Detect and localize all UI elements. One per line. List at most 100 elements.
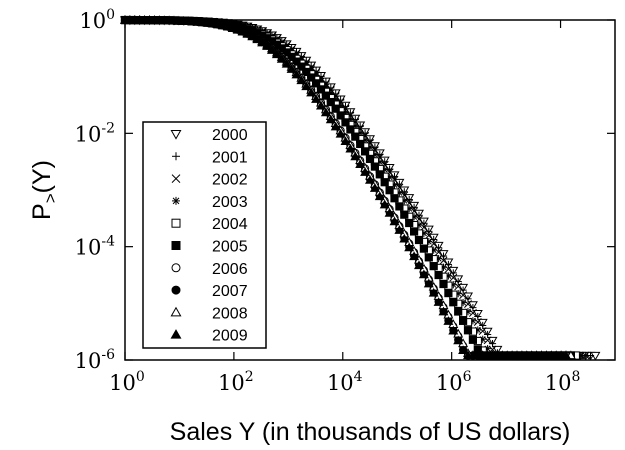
data-point-2005 bbox=[459, 316, 468, 325]
data-point-2001 bbox=[405, 195, 413, 204]
data-point-2009-shape bbox=[320, 107, 331, 117]
data-point-2005 bbox=[312, 79, 321, 88]
legend-marker-2007-shape bbox=[171, 285, 181, 295]
data-point-2009-shape bbox=[418, 269, 429, 279]
legend: 2000 2001 2002 2003 2004 2005 2006 2007 2008 2009 bbox=[142, 121, 267, 349]
data-point-2009-shape bbox=[237, 26, 248, 36]
data-point-2009-shape bbox=[448, 325, 459, 335]
x-tick-label-6: 106 bbox=[436, 369, 472, 395]
legend-marker-2004 bbox=[171, 218, 181, 228]
data-point-2009 bbox=[374, 191, 385, 201]
data-point-2002 bbox=[459, 291, 468, 300]
data-point-2009 bbox=[325, 114, 336, 124]
data-point-2002-d2 bbox=[473, 318, 482, 326]
data-point-2009 bbox=[369, 183, 380, 192]
data-point-2005 bbox=[419, 244, 428, 253]
data-point-2009 bbox=[364, 175, 376, 184]
data-point-2005 bbox=[424, 253, 433, 262]
data-point-2009-shape bbox=[296, 75, 307, 85]
data-point-2005-shape bbox=[307, 73, 316, 82]
data-point-2009-shape bbox=[438, 306, 449, 316]
data-point-2009 bbox=[360, 167, 371, 176]
data-point-2005 bbox=[341, 118, 350, 127]
data-point-2009-shape bbox=[291, 69, 302, 79]
legend-marker-2009-shape bbox=[170, 329, 182, 339]
data-point-2001 bbox=[420, 219, 428, 227]
legend-marker-2003-d2 bbox=[172, 197, 180, 205]
data-point-2005 bbox=[282, 48, 291, 57]
data-point-2009-shape bbox=[360, 167, 371, 176]
data-point-2005-shape bbox=[292, 57, 301, 66]
data-point-2009-shape bbox=[257, 37, 268, 47]
plot-frame bbox=[124, 19, 616, 361]
data-point-2005 bbox=[439, 279, 448, 289]
data-point-2005-shape bbox=[459, 316, 468, 325]
data-point-2005-shape bbox=[282, 48, 291, 57]
data-point-2009 bbox=[257, 37, 268, 47]
data-point-2002-d2 bbox=[478, 327, 487, 336]
y-axis-label-main: P bbox=[28, 203, 56, 220]
data-point-2002-d2 bbox=[483, 336, 492, 345]
data-point-2009-shape bbox=[428, 287, 439, 297]
data-point-2009-shape bbox=[404, 242, 415, 252]
data-point-2009-shape bbox=[458, 345, 469, 355]
data-point-2009 bbox=[262, 41, 273, 50]
data-point-2009 bbox=[315, 100, 327, 110]
data-point-2005-shape bbox=[380, 178, 389, 187]
data-point-2005 bbox=[434, 270, 443, 280]
data-point-2005 bbox=[307, 73, 316, 82]
legend-marker-2006-shape bbox=[171, 263, 181, 273]
legend-marker-2000 bbox=[170, 130, 182, 140]
data-point-2009 bbox=[276, 53, 287, 63]
data-point-2005 bbox=[380, 178, 389, 187]
data-point-2005 bbox=[370, 162, 379, 171]
data-point-2001 bbox=[488, 340, 497, 348]
legend-box bbox=[142, 121, 267, 349]
data-point-2005 bbox=[444, 288, 453, 298]
data-point-2009 bbox=[286, 64, 297, 73]
data-point-2009-shape bbox=[281, 58, 292, 68]
data-point-2009-shape bbox=[423, 278, 434, 288]
data-point-2005-shape bbox=[365, 154, 375, 164]
data-point-2009 bbox=[227, 23, 238, 32]
y-tick-label-0: 100 bbox=[79, 7, 115, 33]
data-point-2002-d2 bbox=[459, 291, 468, 300]
x-tick-label-6-exponent: 6 bbox=[463, 369, 472, 385]
x-tick-label-8-base: 10 bbox=[545, 371, 572, 395]
data-point-2009-shape bbox=[330, 121, 341, 131]
data-point-2005-shape bbox=[287, 52, 296, 61]
data-point-2009-shape bbox=[345, 143, 356, 153]
data-point-2009 bbox=[428, 287, 439, 297]
data-point-2009 bbox=[237, 26, 248, 36]
data-point-2009-shape bbox=[286, 64, 297, 73]
data-point-2009-shape bbox=[266, 45, 278, 54]
data-point-2005-shape bbox=[454, 307, 463, 316]
data-point-2005 bbox=[414, 235, 424, 245]
data-point-2005-shape bbox=[449, 298, 458, 307]
legend-marker-2000-shape bbox=[170, 130, 182, 140]
data-point-2009-shape bbox=[453, 335, 464, 345]
y-tick-label-0-base: 10 bbox=[79, 9, 106, 33]
data-point-2002-d2 bbox=[454, 282, 463, 291]
legend-marker-2005 bbox=[171, 241, 181, 250]
y-tick-label--4: 10-4 bbox=[75, 234, 115, 260]
data-point-2002-d2 bbox=[429, 239, 438, 248]
data-point-2005-shape bbox=[390, 194, 399, 203]
data-point-2002-d2 bbox=[449, 273, 458, 282]
legend-marker-2006 bbox=[171, 263, 181, 273]
legend-marker-2008 bbox=[170, 306, 182, 317]
data-point-2009-shape bbox=[242, 28, 253, 38]
x-tick-label-4-base: 10 bbox=[327, 371, 354, 395]
data-point-2009-shape bbox=[399, 233, 410, 243]
data-point-2005 bbox=[346, 125, 355, 134]
x-tick-label-2-exponent: 2 bbox=[245, 369, 254, 385]
y-tick-label--6: 10-6 bbox=[75, 347, 115, 373]
data-point-2009-shape bbox=[232, 24, 243, 34]
data-point-2009 bbox=[394, 225, 405, 234]
legend-label-2006: 2006 bbox=[212, 261, 248, 278]
data-point-2009 bbox=[320, 107, 331, 117]
data-point-2009-shape bbox=[433, 297, 444, 306]
data-point-2009-shape bbox=[276, 53, 287, 63]
data-point-2005-shape bbox=[463, 326, 473, 335]
data-point-2005 bbox=[405, 218, 414, 228]
